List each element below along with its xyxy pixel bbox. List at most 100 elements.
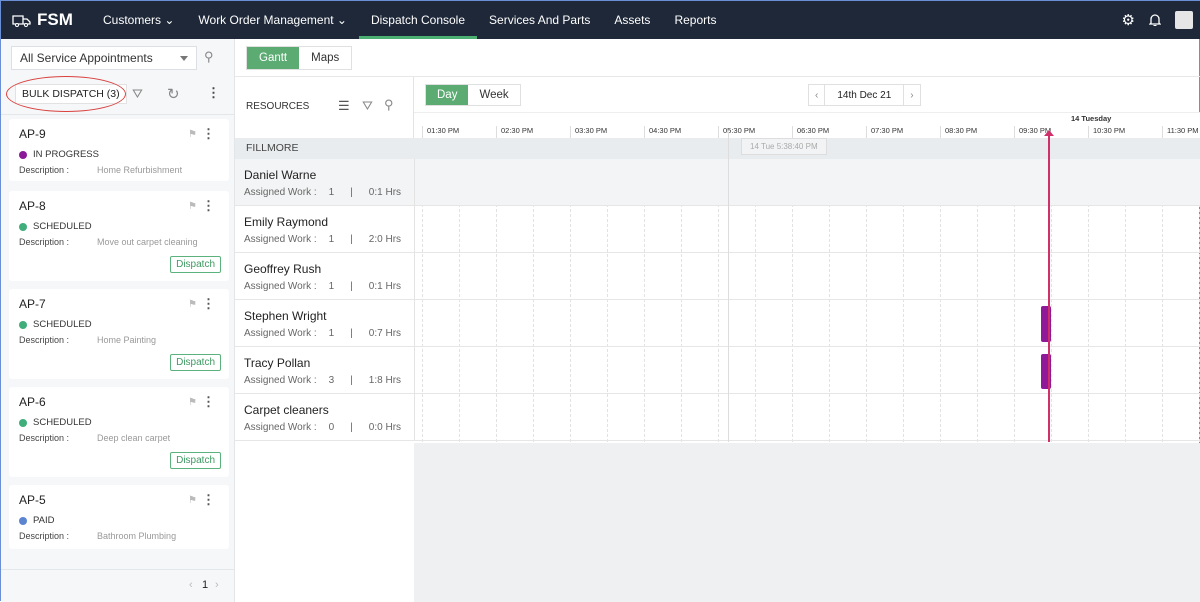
resource-lane[interactable] (414, 347, 1200, 393)
resource-row[interactable]: Daniel Warne Assigned Work : 1 | 0:1 Hrs (235, 159, 1200, 206)
hour-label: 03:30 PM (570, 126, 607, 139)
flag-icon[interactable]: ⚑ (188, 201, 197, 212)
appointment-id: AP-5 (19, 493, 46, 507)
resource-lane[interactable] (414, 253, 1200, 299)
nav-reports[interactable]: Reports (674, 13, 717, 27)
tab-maps[interactable]: Maps (311, 52, 340, 64)
appointment-card[interactable]: AP-6 ⚑ ⋮ SCHEDULED Description : Deep cle… (9, 387, 229, 477)
next-page-icon[interactable]: › (215, 579, 219, 591)
appointment-card[interactable]: AP-9 ⚑ ⋮ IN PROGRESS Description : Home R… (9, 119, 229, 181)
dispatch-button[interactable]: Dispatch (170, 452, 221, 469)
assigned-hours: 1:8 Hrs (368, 375, 402, 386)
empty-area (414, 443, 1200, 602)
separator: | (350, 375, 353, 386)
more-icon[interactable]: ⋮ (207, 85, 220, 100)
status-dot-icon (19, 418, 27, 427)
appointment-bar[interactable] (1041, 354, 1051, 389)
resource-lane[interactable] (414, 159, 1200, 205)
description-label: Description : (19, 433, 70, 443)
separator: | (350, 422, 353, 433)
more-icon[interactable]: ⋮ (202, 126, 215, 141)
description-value: Deep clean carpet (97, 433, 171, 443)
more-icon[interactable]: ⋮ (202, 394, 215, 409)
resource-row[interactable]: Emily Raymond Assigned Work : 1 | 2:0 Hr… (235, 206, 1200, 253)
hour-label: 06:30 PM (792, 126, 829, 139)
bulk-dispatch-button[interactable]: BULK DISPATCH (3) (15, 84, 127, 104)
gantt-toolbar: Day Week ‹ 14th Dec 21 › (414, 76, 1200, 112)
separator: | (350, 328, 353, 339)
resource-lane[interactable] (414, 206, 1200, 252)
appointment-id: AP-6 (19, 395, 46, 409)
appointment-bar[interactable] (1041, 306, 1051, 342)
resource-lane[interactable] (414, 394, 1200, 440)
assigned-hours: 0:1 Hrs (368, 187, 402, 198)
nav-customers[interactable]: Customers ⌄ (103, 13, 175, 27)
view-tabs: Gantt Maps (246, 46, 353, 70)
tab-gantt[interactable]: Gantt (247, 47, 300, 69)
more-icon[interactable]: ⋮ (202, 198, 215, 213)
flag-icon[interactable]: ⚑ (188, 129, 197, 140)
more-icon[interactable]: ⋮ (202, 492, 215, 507)
appointment-card[interactable]: AP-7 ⚑ ⋮ SCHEDULED Description : Home Pai… (9, 289, 229, 379)
flag-icon[interactable]: ⚑ (188, 495, 197, 506)
week-button[interactable]: Week (479, 89, 509, 101)
assigned-count: 0 (328, 422, 335, 433)
next-date-icon[interactable]: › (910, 89, 914, 101)
empty-area (235, 443, 414, 602)
hour-label: 10:30 PM (1088, 126, 1125, 139)
assigned-work-label: Assigned Work : (244, 328, 317, 339)
status-dot-icon (19, 222, 27, 231)
prev-date-icon[interactable]: ‹ (815, 89, 819, 101)
description-label: Description : (19, 531, 70, 541)
appointment-card[interactable]: AP-5 ⚑ ⋮ PAID Description : Bathroom Plum… (9, 485, 229, 549)
nav-dispatch-console[interactable]: Dispatch Console (358, 1, 478, 39)
status-text: SCHEDULED (33, 221, 92, 232)
pagination: ‹ 1 › (1, 569, 235, 602)
status-dot-icon (19, 516, 27, 525)
page-number: 1 (202, 579, 209, 591)
filter-icon[interactable]: ⛛ (132, 86, 143, 101)
flag-icon[interactable]: ⚑ (188, 397, 197, 408)
status-text: IN PROGRESS (33, 149, 99, 160)
gear-icon[interactable]: ⚙ (1121, 12, 1135, 29)
resource-row[interactable]: Geoffrey Rush Assigned Work : 1 | 0:1 Hr… (235, 253, 1200, 300)
filter-icon[interactable]: ⛛ (362, 98, 373, 113)
assigned-count: 3 (328, 375, 335, 386)
hour-label: 07:30 PM (866, 126, 903, 139)
search-icon[interactable]: ⚲ (204, 49, 214, 64)
assigned-work-label: Assigned Work : (244, 422, 317, 433)
assigned-count: 1 (328, 328, 335, 339)
status-text: SCHEDULED (33, 417, 92, 428)
nav-services-and-parts[interactable]: Services And Parts (489, 13, 591, 27)
separator: | (350, 234, 353, 245)
refresh-icon[interactable]: ↻ (167, 86, 180, 103)
assigned-hours: 0:7 Hrs (368, 328, 402, 339)
flag-icon[interactable]: ⚑ (188, 299, 197, 310)
description-label: Description : (19, 165, 70, 175)
day-button[interactable]: Day (426, 85, 469, 105)
appointments-panel: All Service Appointments ⚲ BULK DISPATCH… (1, 39, 235, 602)
nav-assets[interactable]: Assets (614, 13, 651, 27)
avatar[interactable] (1175, 11, 1193, 29)
resource-row[interactable]: Carpet cleaners Assigned Work : 0 | 0:0 … (235, 394, 1200, 441)
resource-lane[interactable] (414, 300, 1200, 346)
appointment-view-select[interactable]: All Service Appointments (11, 46, 197, 70)
prev-page-icon[interactable]: ‹ (189, 579, 193, 591)
resource-row[interactable]: Stephen Wright Assigned Work : 1 | 0:7 H… (235, 300, 1200, 347)
search-icon[interactable]: ⚲ (384, 97, 394, 112)
nav-work-order-management[interactable]: Work Order Management ⌄ (198, 13, 347, 27)
date-display[interactable]: 14th Dec 21 (824, 85, 905, 105)
appointment-id: AP-9 (19, 127, 46, 141)
appointment-card[interactable]: AP-8 ⚑ ⋮ SCHEDULED Description : Move out… (9, 191, 229, 281)
resource-name: Carpet cleaners (244, 403, 329, 417)
more-icon[interactable]: ⋮ (202, 296, 215, 311)
description-label: Description : (19, 335, 70, 345)
dispatch-button[interactable]: Dispatch (170, 354, 221, 371)
bell-icon[interactable] (1149, 13, 1161, 27)
logo[interactable]: FSM (11, 10, 91, 30)
resource-name: Tracy Pollan (244, 356, 311, 370)
resource-row[interactable]: Tracy Pollan Assigned Work : 3 | 1:8 Hrs (235, 347, 1200, 394)
hour-label: 09:30 PM (1014, 126, 1051, 139)
dispatch-button[interactable]: Dispatch (170, 256, 221, 273)
sort-icon[interactable]: ☰ (338, 98, 350, 113)
